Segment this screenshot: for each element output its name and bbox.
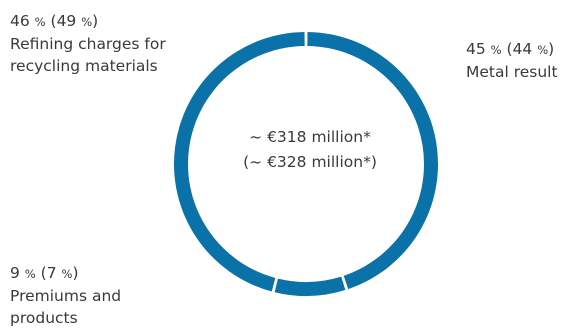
donut-slices	[174, 32, 439, 296]
center-label-line1: ~ €318 million*	[249, 128, 371, 146]
slice-name-line: Premiums and	[10, 287, 122, 305]
center-label: ~ €318 million* (~ €328 million*)	[220, 125, 400, 175]
slice-label-premiums-and-products: 9 % (7 %) Premiums and products	[10, 262, 121, 329]
slice-value-text: 9 % (7 %)	[10, 264, 79, 282]
slice-premiums-and-products	[274, 276, 346, 296]
slice-name-line: products	[10, 309, 78, 327]
center-label-line2: (~ €328 million*)	[243, 153, 377, 171]
slice-metal-result	[307, 32, 439, 290]
slice-label-refining-charges: 46 % (49 %) Refining charges for recycli…	[10, 10, 166, 77]
slice-name-line: Metal result	[466, 63, 558, 81]
slice-value-text: 45 % (44 %)	[466, 40, 555, 58]
slice-refining-charges	[174, 32, 305, 292]
slice-name-line: Refining charges for	[10, 35, 166, 53]
slice-label-metal-result: 45 % (44 %) Metal result	[466, 38, 558, 83]
slice-name-line: recycling materials	[10, 57, 158, 75]
slice-value-text: 46 % (49 %)	[10, 12, 99, 30]
